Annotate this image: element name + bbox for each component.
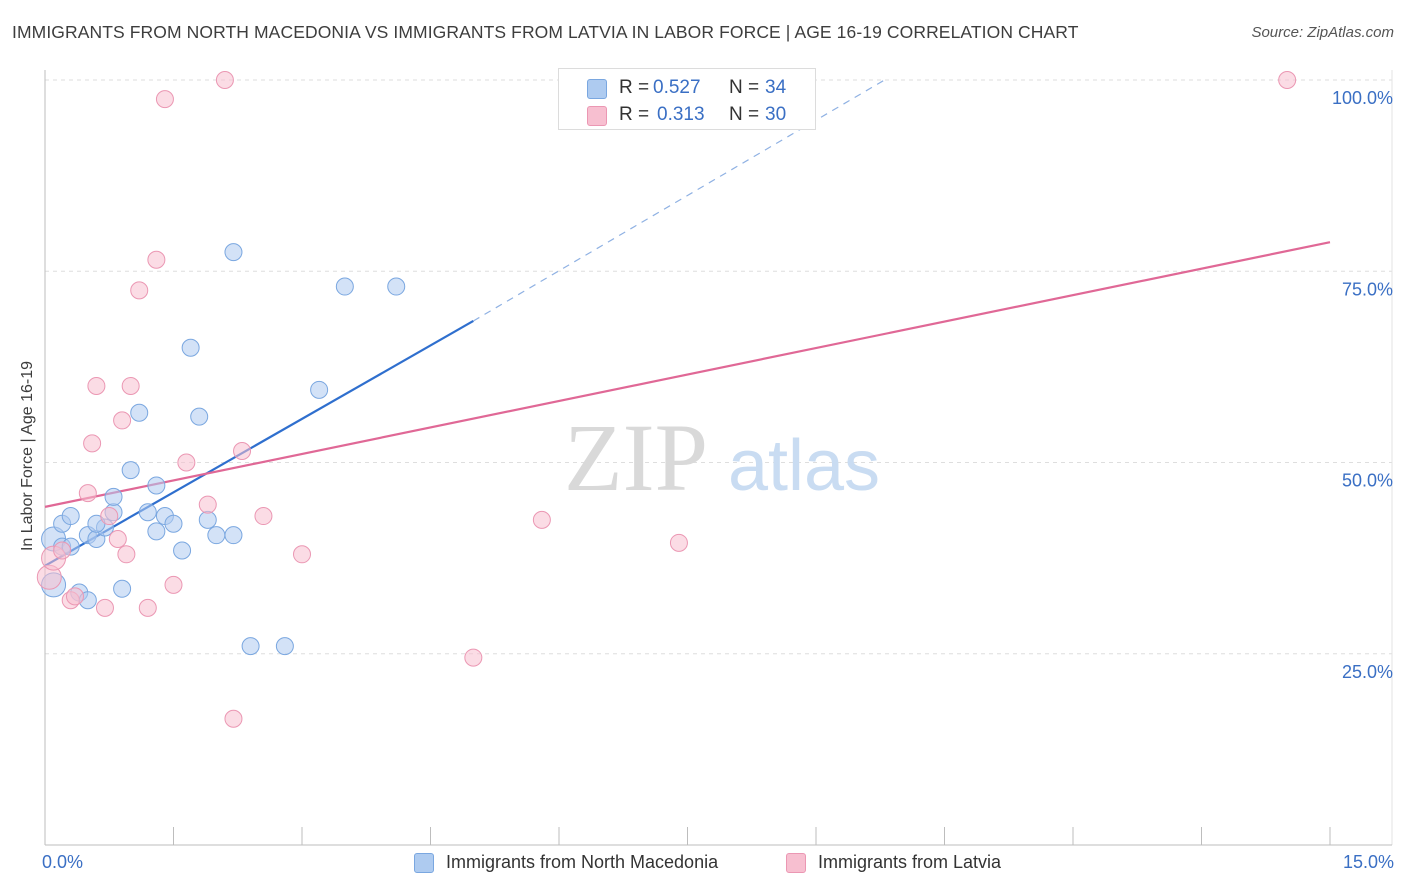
north-macedonia-point xyxy=(121,461,140,480)
north-macedonia-point xyxy=(224,526,243,545)
legend-n-label: N = xyxy=(729,77,760,98)
north-macedonia-point xyxy=(198,510,217,529)
north-macedonia-point xyxy=(147,522,166,541)
latvia-point xyxy=(464,648,483,667)
watermark: ZIP atlas xyxy=(564,404,880,511)
legend-r-label: R = xyxy=(619,77,650,98)
correlation-legend: R = 0.527 N = 34 R = 0.313 N = 30 xyxy=(558,68,816,130)
latvia-point xyxy=(78,484,97,503)
axes xyxy=(44,70,1392,846)
legend-r-label: R = xyxy=(619,104,650,125)
y-axis-label: In Labor Force | Age 16-19 xyxy=(19,360,36,552)
north-macedonia-trend-extension xyxy=(473,79,885,322)
trend-lines xyxy=(44,79,1331,567)
legend-n-value: 34 xyxy=(765,77,787,98)
north-macedonia-point xyxy=(130,403,149,422)
north-macedonia-point xyxy=(164,514,183,533)
north-macedonia-point xyxy=(207,526,226,545)
latvia-point xyxy=(155,90,174,109)
north-macedonia-point xyxy=(147,476,166,495)
watermark-zip: ZIP xyxy=(564,404,708,511)
latvia-point xyxy=(130,281,149,300)
latvia-point xyxy=(87,377,106,395)
north-macedonia-point xyxy=(138,503,157,522)
latvia-point xyxy=(53,541,72,560)
latvia-point xyxy=(108,530,127,548)
latvia-point xyxy=(532,510,551,529)
latvia-point xyxy=(147,250,166,269)
legend-n-label: N = xyxy=(729,104,760,125)
latvia-point xyxy=(100,507,119,526)
latvia-point xyxy=(117,545,136,564)
latvia-point xyxy=(1278,71,1297,89)
latvia-point xyxy=(164,575,183,594)
y-tick-label: 100.0% xyxy=(1332,88,1393,108)
legend-r-value: 0.313 xyxy=(657,104,705,125)
latvia-point xyxy=(138,598,157,617)
north-macedonia-trend-line xyxy=(44,320,474,567)
chart-title: IMMIGRANTS FROM NORTH MACEDONIA VS IMMIG… xyxy=(12,22,1079,42)
north-macedonia-point xyxy=(241,637,260,656)
y-tick-label: 50.0% xyxy=(1342,471,1393,491)
bottom-legend-label: Immigrants from North Macedonia xyxy=(446,852,719,872)
north-macedonia-point xyxy=(335,277,354,296)
north-macedonia-point xyxy=(275,637,294,656)
legend-swatch-pink xyxy=(587,106,607,126)
bottom-legend-swatch-pink xyxy=(786,853,806,873)
latvia-point xyxy=(65,587,84,606)
gridlines xyxy=(45,70,1393,845)
latvia-point xyxy=(121,377,140,395)
latvia-point xyxy=(293,545,311,564)
watermark-atlas: atlas xyxy=(728,426,880,506)
latvia-point xyxy=(113,411,132,430)
latvia-point xyxy=(177,453,196,472)
latvia-point xyxy=(95,598,114,617)
x-tick-label-max: 15.0% xyxy=(1342,852,1394,872)
latvia-trend-line xyxy=(44,241,1331,508)
data-points xyxy=(36,71,1297,728)
latvia-point xyxy=(224,709,243,728)
latvia-point xyxy=(233,442,252,461)
north-macedonia-point xyxy=(190,407,209,426)
latvia-point xyxy=(198,495,217,514)
legend-swatch-blue xyxy=(587,79,607,99)
y-tick-label: 75.0% xyxy=(1342,279,1393,299)
y-tick-labels: 25.0% 50.0% 75.0% 100.0% xyxy=(1332,88,1393,682)
north-macedonia-point xyxy=(173,541,192,560)
source-credit: Source: ZipAtlas.com xyxy=(1251,24,1394,41)
north-macedonia-point xyxy=(387,277,406,296)
y-tick-label: 25.0% xyxy=(1342,662,1393,682)
north-macedonia-point xyxy=(113,579,132,598)
north-macedonia-point xyxy=(224,243,243,262)
north-macedonia-point xyxy=(310,380,329,399)
bottom-legend-label: Immigrants from Latvia xyxy=(818,852,1002,872)
x-tick-label-min: 0.0% xyxy=(42,852,84,872)
legend-r-value: 0.527 xyxy=(653,77,701,98)
north-macedonia-point xyxy=(61,507,80,526)
latvia-point xyxy=(83,434,102,453)
latvia-point xyxy=(669,533,688,552)
latvia-point xyxy=(254,507,273,526)
north-macedonia-point xyxy=(181,338,200,357)
legend-n-value: 30 xyxy=(765,104,787,125)
bottom-legend-swatch-blue xyxy=(414,853,434,873)
north-macedonia-point xyxy=(104,487,123,506)
latvia-point xyxy=(215,71,234,89)
